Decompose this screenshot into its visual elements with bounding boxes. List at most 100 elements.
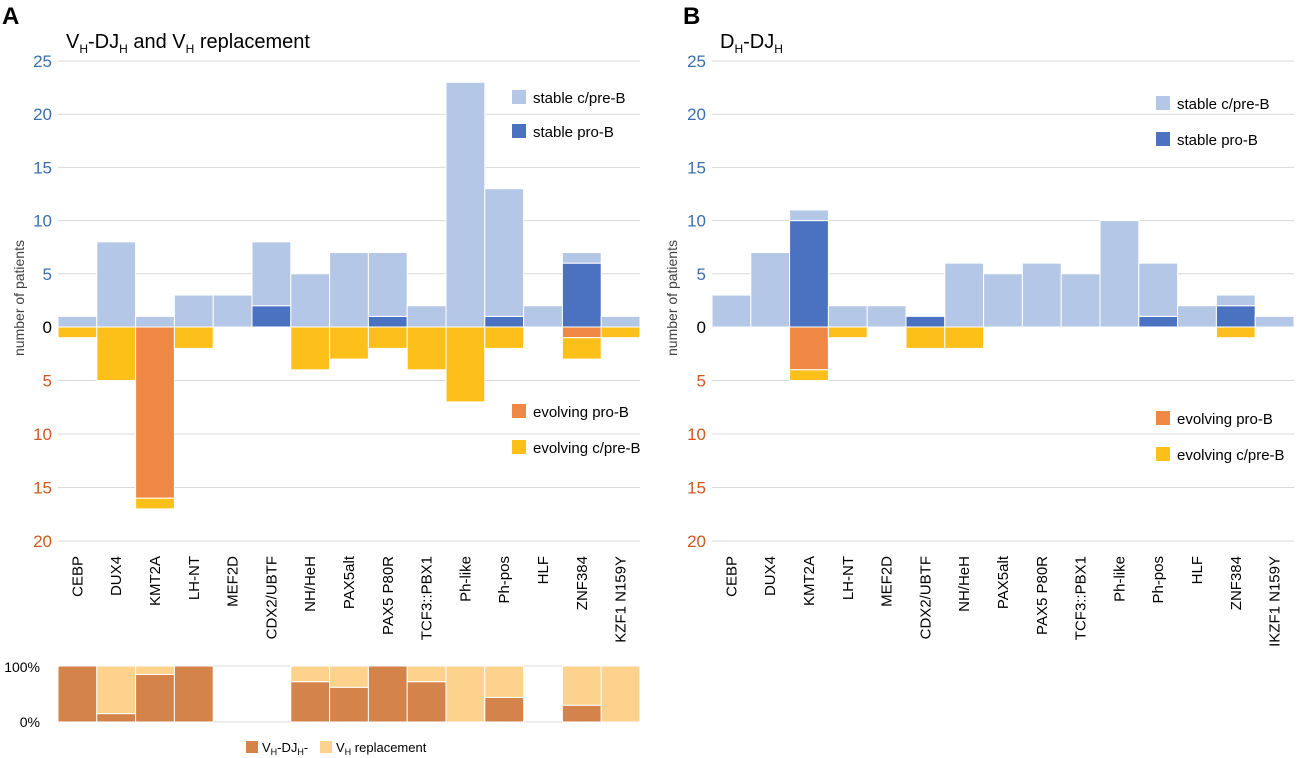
bar-stable-c-pre-b-pax5alt [983,273,1023,328]
y-tick-label-bottom: 10 [687,425,706,444]
y-tick-label-top: 15 [687,158,706,177]
bar-evolving-c-pre-b-pax5alt [329,326,369,360]
proportion-bar-vh-replacement-kmt2a [135,665,175,675]
bar-stable-c-pre-b-nh-heh [944,262,985,328]
y-tick-label-bottom: 5 [43,372,52,391]
bar-evolving-pro-b-kmt2a [135,326,175,499]
bar-stable-c-pre-b-cdx2-ubtf [251,241,292,307]
legend-swatch-evolving-c-pre-b [1156,447,1170,461]
proportion-bar-vh-replacement-znf384 [561,665,602,706]
bar-evolving-c-pre-b-ph-like [445,326,486,403]
bar-evolving-c-pre-b-lh-nt [173,326,214,349]
x-tick-label-lh-nt: LH-NT [840,556,857,600]
x-tick-label-pax5-p80r: PAX5 P80R [1034,556,1051,635]
legend-swatch-stable-c-pre-b [512,90,526,104]
proportion-bar-vh-djh-cebp [57,665,98,723]
proportion-legend-swatch-vh-djh [246,741,258,753]
x-tick-label-kmt2a: KMT2A [801,556,818,606]
proportion-bar-vh-replacement-ikzf1-n159y [600,665,641,723]
bar-stable-c-pre-b-kmt2a [135,315,175,328]
bar-stable-pro-b-kmt2a [789,220,829,328]
x-tick-label-mef2d: MEF2D [879,556,896,607]
y-tick-label-bottom: 10 [33,425,52,444]
x-tick-label-dux4: DUX4 [108,556,125,596]
legend-label-stable-c-pre-b: stable c/pre-B [1177,96,1270,113]
bar-stable-c-pre-b-ph-like [445,81,486,328]
x-tick-label-hlf: HLF [1189,556,1206,584]
proportion-bar-vh-djh-dux4 [96,713,137,723]
y-tick-label-top: 20 [687,105,706,124]
panel-b-title: DH-DJH [720,31,783,56]
bar-stable-c-pre-b-mef2d [212,294,253,328]
bar-stable-c-pre-b-ph-pos [484,188,525,317]
y-tick-label-bottom: 20 [687,532,706,551]
y-tick-label-top: 25 [33,52,52,71]
panel-a-proportion-chart: 100% 0% VH-DJH- VH replacement [4,659,641,757]
bar-evolving-pro-b-znf384 [561,326,602,339]
x-tick-label-cebp: CEBP [69,556,86,597]
y-tick-label-top: 10 [33,212,52,231]
panel-b-y-ticks: 0 5 10 15 20 25 5 10 15 20 [687,52,706,551]
x-tick-label-nh-heh: NH/HeH [302,556,319,612]
bar-stable-c-pre-b-cebp [57,315,98,328]
bar-evolving-c-pre-b-kmt2a [789,369,829,381]
proportion-bar-vh-replacement-pax5alt [329,665,369,688]
x-tick-label-kmt2a: KMT2A [147,556,164,606]
x-tick-label-znf384: ZNF384 [574,556,591,610]
proportion-bar-vh-replacement-ph-like [445,665,486,723]
panel-b: B DH-DJH 0 5 10 15 20 25 5 10 15 20 number of pat… [664,3,1295,647]
bar-stable-c-pre-b-ikzf1-n159y [600,315,641,328]
proportion-bar-vh-djh-pax5-p80r [367,665,408,723]
panel-b-legend-top: stable c/pre-B stable pro-B [1156,96,1270,149]
legend-label-stable-pro-b: stable pro-B [1177,132,1258,149]
panel-a: A VH-DJH and VH replacement 0 5 10 15 20 25 5 1… [2,3,641,757]
x-tick-label-mef2d: MEF2D [225,556,242,607]
panel-a-legend-bottom: evolving pro-B evolving c/pre-B [512,404,641,457]
proportion-bar-vh-replacement-nh-heh [290,665,331,683]
y-tick-label-top: 25 [687,52,706,71]
bar-stable-c-pre-b-lh-nt [827,305,868,328]
proportion-bar-vh-djh-pax5alt [329,686,369,723]
bar-stable-c-pre-b-pax5-p80r [1021,262,1062,328]
legend-swatch-stable-pro-b [512,124,526,138]
y-tick-label-top: 5 [43,265,52,284]
bar-stable-c-pre-b-tcf3-pbx1 [406,305,447,328]
proportion-bar-vh-replacement-tcf3-pbx1 [406,665,447,683]
x-tick-label-znf384: ZNF384 [1228,556,1245,610]
legend-label-stable-c-pre-b: stable c/pre-B [533,90,626,107]
bar-stable-c-pre-b-znf384 [561,252,602,264]
y-tick-label-top: 15 [33,158,52,177]
x-tick-label-pax5-p80r: PAX5 P80R [380,556,397,635]
bar-evolving-c-pre-b-tcf3-pbx1 [406,326,447,371]
proportion-legend-label-vh-djh: VH-DJH- [262,740,308,757]
panel-a-y-axis-title: number of patients [11,240,27,356]
bar-stable-c-pre-b-tcf3-pbx1 [1060,273,1101,328]
panel-b-legend-bottom: evolving pro-B evolving c/pre-B [1156,411,1285,464]
bar-stable-c-pre-b-cebp [711,294,752,328]
bar-evolving-c-pre-b-znf384 [561,337,602,360]
x-tick-label-lh-nt: LH-NT [186,556,203,600]
proportion-bar-vh-djh-kmt2a [135,673,175,723]
proportion-bar-vh-replacement-dux4 [96,665,137,715]
x-tick-label-ph-like: Ph-like [457,556,474,602]
x-tick-label-dux4: DUX4 [762,556,779,596]
panel-a-letter: A [2,3,19,30]
bar-stable-c-pre-b-nh-heh [290,273,331,328]
bar-stable-c-pre-b-mef2d [866,305,907,328]
bar-evolving-c-pre-b-pax5-p80r [367,326,408,349]
legend-swatch-stable-c-pre-b [1156,96,1170,110]
legend-label-evolving-pro-b: evolving pro-B [1177,411,1273,428]
bar-stable-pro-b-ph-pos [484,315,525,328]
proportion-bar-vh-replacement-ph-pos [484,665,525,698]
bar-stable-c-pre-b-ph-like [1099,220,1140,328]
bar-stable-c-pre-b-ikzf1-n159y [1254,315,1295,328]
x-tick-label-tcf3-pbx1: TCF3::PBX1 [1073,556,1090,640]
x-tick-label-pax5alt: PAX5alt [341,555,358,609]
bar-stable-c-pre-b-pax5alt [329,252,369,328]
legend-label-evolving-c-pre-b: evolving c/pre-B [1177,447,1285,464]
panel-a-title: VH-DJH and VH replacement [66,31,310,56]
bar-evolving-c-pre-b-ikzf1-n159y [600,326,641,339]
bar-stable-pro-b-cdx2-ubtf [251,305,292,328]
bar-evolving-c-pre-b-lh-nt [827,326,868,339]
panel-b-bars [711,209,1295,381]
